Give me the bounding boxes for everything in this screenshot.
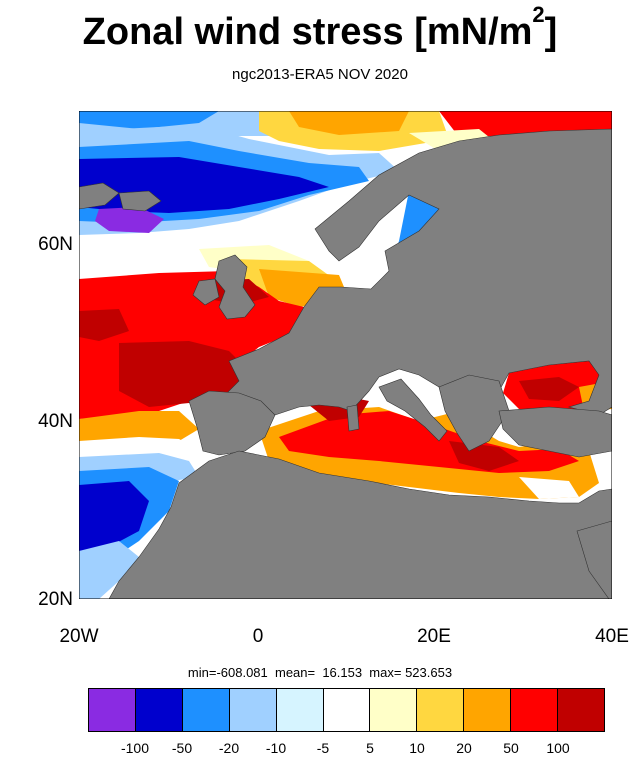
colorbar-box <box>417 689 465 731</box>
colorbar-label: 50 <box>503 740 519 756</box>
colorbar-label: -20 <box>218 740 240 756</box>
colorbar-box <box>464 689 512 731</box>
iberia-land <box>188 390 276 456</box>
colorbar-box <box>276 689 324 731</box>
lon-label-40e: 40E <box>595 626 629 647</box>
colorbar-box <box>229 689 277 731</box>
colorbar-box <box>370 689 418 731</box>
colorbar-label: -10 <box>265 740 287 756</box>
colorbar-label: 100 <box>546 740 570 756</box>
lat-label-60n: 60N <box>38 234 73 255</box>
chart-title: Zonal wind stress [mN/m2] <box>82 2 558 54</box>
lon-label-0: 0 <box>252 626 264 647</box>
colorbar-label: -50 <box>171 740 193 756</box>
colorbar-box <box>511 689 559 731</box>
colorbar-box <box>558 689 604 731</box>
chart-subtitle: ngc2013-ERA5 NOV 2020 <box>232 66 408 83</box>
lat-label-20n: 20N <box>38 589 73 610</box>
stats-line: min=-608.081 mean= 16.153 max= 523.653 <box>187 665 453 680</box>
lon-label-20e: 20E <box>417 626 451 647</box>
colorbar-box <box>135 689 183 731</box>
colorbar-box <box>89 689 136 731</box>
map-panel <box>78 110 613 600</box>
colorbar <box>88 688 605 732</box>
greenland-land <box>79 182 120 210</box>
colorbar-box <box>323 689 371 731</box>
colorbar-label: -100 <box>120 740 150 756</box>
colorbar-box <box>182 689 230 731</box>
lon-label-20w: 20W <box>59 626 99 647</box>
colorbar-label: 10 <box>409 740 425 756</box>
turkey-land <box>498 406 612 458</box>
britain-land <box>214 254 256 320</box>
land-masses <box>79 128 612 599</box>
colorbar-label: -5 <box>316 740 330 756</box>
colorbar-label: 5 <box>366 740 374 756</box>
colorbar-label: 20 <box>456 740 472 756</box>
lat-label-40n: 40N <box>38 411 73 432</box>
africa-land <box>108 450 612 599</box>
map-svg <box>78 110 613 600</box>
